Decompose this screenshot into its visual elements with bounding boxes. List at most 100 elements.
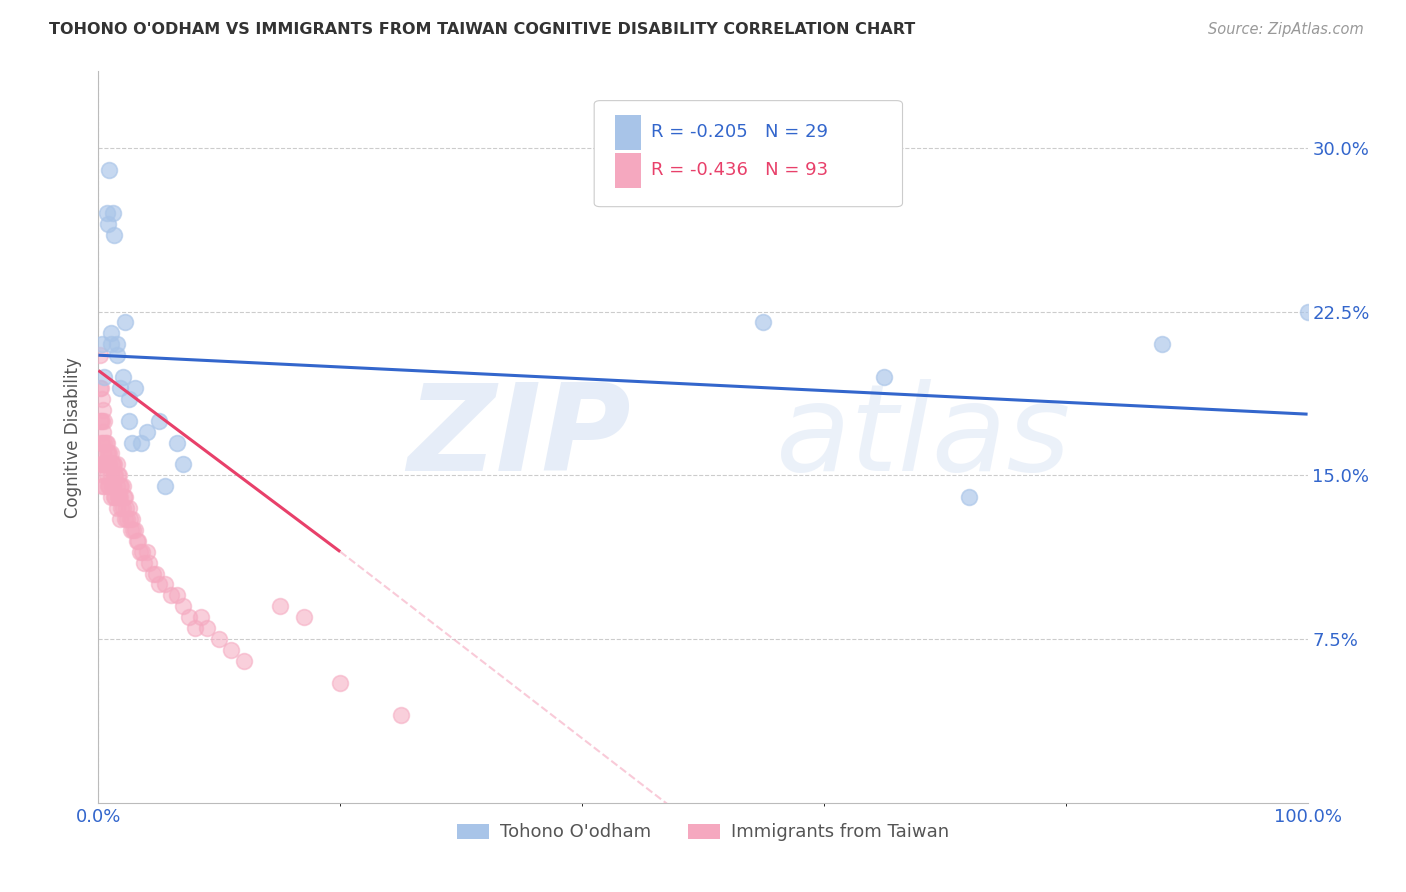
Point bbox=[108, 490, 131, 504]
Point bbox=[221, 643, 243, 657]
Point bbox=[122, 523, 145, 537]
Point bbox=[131, 545, 153, 559]
Point bbox=[90, 435, 112, 450]
Point bbox=[100, 326, 122, 341]
Point bbox=[111, 479, 134, 493]
Point bbox=[118, 392, 141, 406]
Point bbox=[98, 479, 121, 493]
Point bbox=[90, 458, 112, 472]
Point bbox=[105, 348, 128, 362]
Point bbox=[124, 381, 146, 395]
Point bbox=[107, 468, 129, 483]
Point bbox=[104, 468, 127, 483]
Point bbox=[100, 479, 122, 493]
Point bbox=[145, 566, 167, 581]
Point bbox=[89, 348, 111, 362]
Point bbox=[96, 206, 118, 220]
Point bbox=[128, 545, 150, 559]
Point bbox=[118, 512, 141, 526]
Point bbox=[329, 675, 352, 690]
Point bbox=[91, 414, 114, 428]
Point bbox=[111, 370, 134, 384]
Point bbox=[101, 206, 124, 220]
Point bbox=[91, 479, 114, 493]
Bar bbox=[614, 153, 641, 187]
Point bbox=[166, 588, 188, 602]
Text: TOHONO O'ODHAM VS IMMIGRANTS FROM TAIWAN COGNITIVE DISABILITY CORRELATION CHART: TOHONO O'ODHAM VS IMMIGRANTS FROM TAIWAN… bbox=[49, 22, 915, 37]
Point bbox=[89, 414, 111, 428]
Point bbox=[111, 501, 134, 516]
Point bbox=[89, 381, 111, 395]
Point bbox=[112, 490, 135, 504]
Point bbox=[108, 512, 131, 526]
Point bbox=[118, 501, 141, 516]
Point bbox=[96, 468, 118, 483]
Legend: Tohono O'odham, Immigrants from Taiwan: Tohono O'odham, Immigrants from Taiwan bbox=[450, 816, 956, 848]
Text: atlas: atlas bbox=[776, 378, 1071, 496]
Point bbox=[105, 501, 128, 516]
Point bbox=[100, 458, 122, 472]
Point bbox=[93, 414, 115, 428]
Point bbox=[91, 337, 114, 351]
Point bbox=[138, 556, 160, 570]
Point bbox=[107, 490, 129, 504]
Point bbox=[91, 402, 114, 417]
Point bbox=[121, 435, 143, 450]
Point bbox=[93, 458, 115, 472]
Point bbox=[96, 446, 118, 460]
Point bbox=[292, 610, 315, 624]
Point bbox=[94, 435, 117, 450]
Point bbox=[195, 621, 218, 635]
Point bbox=[135, 545, 157, 559]
Point bbox=[91, 468, 114, 483]
Point bbox=[110, 501, 132, 516]
Point bbox=[166, 435, 188, 450]
Point bbox=[190, 610, 212, 624]
Point bbox=[389, 708, 412, 723]
Point bbox=[114, 490, 136, 504]
Point bbox=[100, 468, 122, 483]
Point bbox=[134, 556, 156, 570]
Point bbox=[103, 468, 125, 483]
Point bbox=[104, 490, 127, 504]
Point bbox=[93, 435, 115, 450]
Point bbox=[110, 479, 132, 493]
Text: R = -0.205   N = 29: R = -0.205 N = 29 bbox=[651, 123, 828, 141]
Point bbox=[120, 523, 142, 537]
Point bbox=[148, 414, 170, 428]
Point bbox=[1296, 304, 1319, 318]
Point bbox=[100, 490, 122, 504]
Point bbox=[1152, 337, 1174, 351]
Point bbox=[101, 479, 124, 493]
Y-axis label: Cognitive Disability: Cognitive Disability bbox=[65, 357, 83, 517]
Point bbox=[103, 228, 125, 243]
Point bbox=[108, 381, 131, 395]
Point bbox=[98, 162, 121, 177]
Point bbox=[114, 315, 136, 329]
Point bbox=[105, 337, 128, 351]
Point bbox=[148, 577, 170, 591]
Point bbox=[269, 599, 291, 614]
Point bbox=[98, 458, 121, 472]
Point bbox=[103, 490, 125, 504]
FancyBboxPatch shape bbox=[595, 101, 903, 207]
Point bbox=[127, 533, 149, 548]
Point bbox=[91, 435, 114, 450]
Point bbox=[100, 446, 122, 460]
Point bbox=[97, 458, 120, 472]
Point bbox=[108, 479, 131, 493]
Point bbox=[101, 458, 124, 472]
Text: ZIP: ZIP bbox=[406, 378, 630, 496]
Point bbox=[93, 479, 115, 493]
Point bbox=[105, 458, 128, 472]
Point bbox=[142, 566, 165, 581]
Point bbox=[96, 435, 118, 450]
Point bbox=[172, 599, 194, 614]
Point bbox=[91, 446, 114, 460]
Point bbox=[91, 458, 114, 472]
Point bbox=[97, 479, 120, 493]
Point bbox=[117, 512, 139, 526]
Text: Source: ZipAtlas.com: Source: ZipAtlas.com bbox=[1208, 22, 1364, 37]
Point bbox=[97, 217, 120, 231]
Point bbox=[184, 621, 207, 635]
